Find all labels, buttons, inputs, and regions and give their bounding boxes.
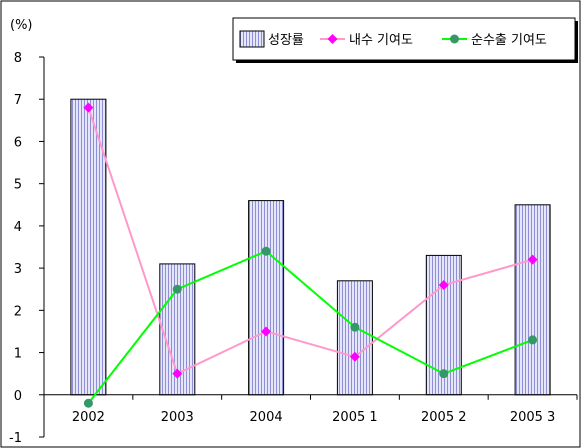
y-tick-label: 2 — [14, 304, 22, 319]
legend: 성장률 내수 기여도 순수출 기여도 — [232, 17, 578, 63]
legend-label-growth: 성장률 — [268, 33, 304, 48]
point-domestic-4 — [438, 280, 449, 290]
bar-growth-5 — [514, 204, 551, 396]
plot-area: -1 0 1 2 3 4 5 6 7 8 2002 2003 2004 2005 1 2005 2 2005 … — [9, 51, 578, 446]
bar-growth-2 — [248, 200, 285, 396]
point-domestic-3 — [349, 351, 360, 362]
legend-marker-domestic — [327, 34, 338, 44]
y-tick-label: -1 — [9, 431, 22, 446]
legend-box — [232, 17, 576, 61]
y-tick-label: 1 — [14, 347, 22, 362]
x-tick-label: 2005 3 — [510, 410, 556, 425]
bar-growth-3 — [336, 280, 373, 396]
legend-swatch-growth — [239, 30, 265, 48]
point-netexport-0 — [83, 398, 93, 408]
point-netexport-2 — [261, 246, 271, 256]
point-netexport-5 — [528, 335, 538, 345]
point-domestic-5 — [527, 254, 538, 265]
y-tick-label: 3 — [14, 262, 22, 277]
y-tick-label: 0 — [14, 389, 22, 404]
x-tick-label: 2005 1 — [332, 410, 378, 425]
unit-label: (%) — [10, 18, 33, 33]
y-tick-label: 6 — [14, 135, 22, 150]
line-netexport — [87, 250, 533, 404]
x-tick-label: 2002 — [72, 410, 105, 425]
point-domestic-2 — [261, 326, 272, 337]
y-tick-label: 4 — [14, 220, 22, 235]
point-netexport-3 — [350, 322, 360, 332]
legend-label-netexport: 순수출 기여도 — [471, 33, 547, 48]
y-tick-label: 5 — [14, 178, 22, 193]
line-domestic — [87, 107, 533, 376]
x-tick-label: 2005 2 — [421, 410, 467, 425]
y-tick-label: 8 — [14, 51, 22, 66]
point-netexport-1 — [172, 284, 182, 294]
point-netexport-4 — [439, 369, 449, 379]
point-domestic-1 — [172, 368, 183, 379]
legend-label-domestic: 내수 기여도 — [349, 33, 413, 48]
legend-marker-netexport — [450, 34, 459, 44]
x-tick-label: 2003 — [161, 410, 194, 425]
y-tick-label: 7 — [14, 93, 22, 108]
point-domestic-0 — [83, 102, 94, 113]
x-tick-label: 2004 — [250, 410, 283, 425]
